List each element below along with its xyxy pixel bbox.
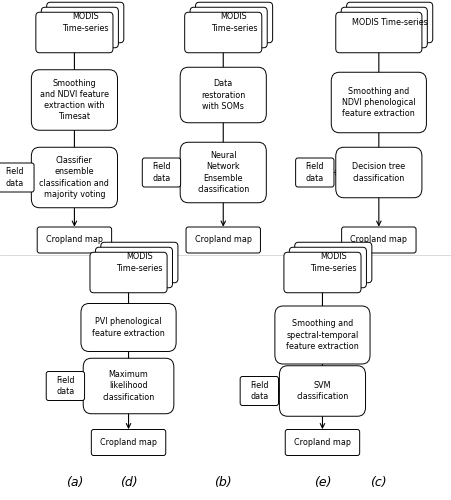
FancyBboxPatch shape — [41, 7, 118, 48]
Text: Classifier
ensemble
classification and
majority voting: Classifier ensemble classification and m… — [40, 156, 109, 198]
FancyBboxPatch shape — [331, 72, 426, 132]
Text: SVM
classification: SVM classification — [296, 381, 349, 401]
Text: (b): (b) — [214, 476, 232, 489]
FancyBboxPatch shape — [91, 430, 166, 456]
Text: Field
data: Field data — [305, 162, 324, 182]
Text: Field
data: Field data — [56, 376, 75, 396]
Text: Field
data: Field data — [152, 162, 171, 182]
Text: Smoothing and
NDVI phenological
feature extraction: Smoothing and NDVI phenological feature … — [342, 87, 416, 118]
Text: (d): (d) — [120, 476, 138, 489]
FancyBboxPatch shape — [190, 7, 267, 48]
FancyBboxPatch shape — [0, 163, 34, 192]
Text: Decision tree
classification: Decision tree classification — [352, 162, 405, 182]
FancyBboxPatch shape — [285, 430, 360, 456]
Text: (e): (e) — [314, 476, 331, 489]
Text: Cropland map: Cropland map — [294, 438, 351, 447]
Text: Cropland map: Cropland map — [195, 236, 252, 244]
FancyBboxPatch shape — [95, 248, 172, 288]
Text: MODIS
Time-series: MODIS Time-series — [62, 12, 109, 32]
FancyBboxPatch shape — [295, 242, 372, 283]
FancyBboxPatch shape — [143, 158, 180, 187]
FancyBboxPatch shape — [180, 142, 266, 203]
Text: Cropland map: Cropland map — [46, 236, 103, 244]
FancyBboxPatch shape — [196, 2, 272, 42]
Text: Maximum
likelihood
classification: Maximum likelihood classification — [102, 370, 155, 402]
Text: (c): (c) — [371, 476, 387, 489]
FancyBboxPatch shape — [47, 2, 124, 42]
FancyBboxPatch shape — [336, 12, 422, 52]
FancyBboxPatch shape — [101, 242, 178, 283]
FancyBboxPatch shape — [83, 358, 174, 414]
FancyBboxPatch shape — [180, 67, 266, 122]
Text: Field
data: Field data — [5, 168, 24, 188]
FancyBboxPatch shape — [185, 12, 262, 52]
FancyBboxPatch shape — [90, 252, 167, 292]
FancyBboxPatch shape — [279, 366, 365, 416]
FancyBboxPatch shape — [342, 227, 416, 253]
Text: Smoothing
and NDVI feature
extraction with
Timesat: Smoothing and NDVI feature extraction wi… — [40, 79, 109, 121]
FancyBboxPatch shape — [32, 70, 117, 130]
FancyBboxPatch shape — [346, 2, 433, 42]
Text: Neural
Network
Ensemble
classification: Neural Network Ensemble classification — [197, 152, 249, 194]
Text: MODIS
Time-series: MODIS Time-series — [211, 12, 258, 32]
FancyBboxPatch shape — [290, 248, 366, 288]
Text: (a): (a) — [66, 476, 83, 489]
Text: Cropland map: Cropland map — [350, 236, 407, 244]
FancyBboxPatch shape — [275, 306, 370, 364]
Text: Cropland map: Cropland map — [100, 438, 157, 447]
Text: Data
restoration
with SOMs: Data restoration with SOMs — [201, 80, 245, 110]
FancyBboxPatch shape — [186, 227, 261, 253]
FancyBboxPatch shape — [284, 252, 361, 292]
FancyBboxPatch shape — [37, 227, 112, 253]
Text: MODIS
Time-series: MODIS Time-series — [310, 252, 357, 272]
FancyBboxPatch shape — [81, 304, 176, 352]
FancyBboxPatch shape — [46, 372, 84, 400]
FancyBboxPatch shape — [296, 158, 334, 187]
FancyBboxPatch shape — [336, 147, 422, 198]
Text: MODIS
Time-series: MODIS Time-series — [116, 252, 163, 272]
FancyBboxPatch shape — [36, 12, 113, 52]
Text: Smoothing and
spectral-temporal
feature extraction: Smoothing and spectral-temporal feature … — [286, 320, 359, 350]
FancyBboxPatch shape — [32, 147, 117, 208]
FancyBboxPatch shape — [240, 376, 278, 406]
Text: MODIS Time-series: MODIS Time-series — [352, 18, 428, 27]
Text: PVI phenological
feature extraction: PVI phenological feature extraction — [92, 318, 165, 338]
FancyBboxPatch shape — [341, 7, 428, 48]
Text: Field
data: Field data — [250, 381, 269, 401]
